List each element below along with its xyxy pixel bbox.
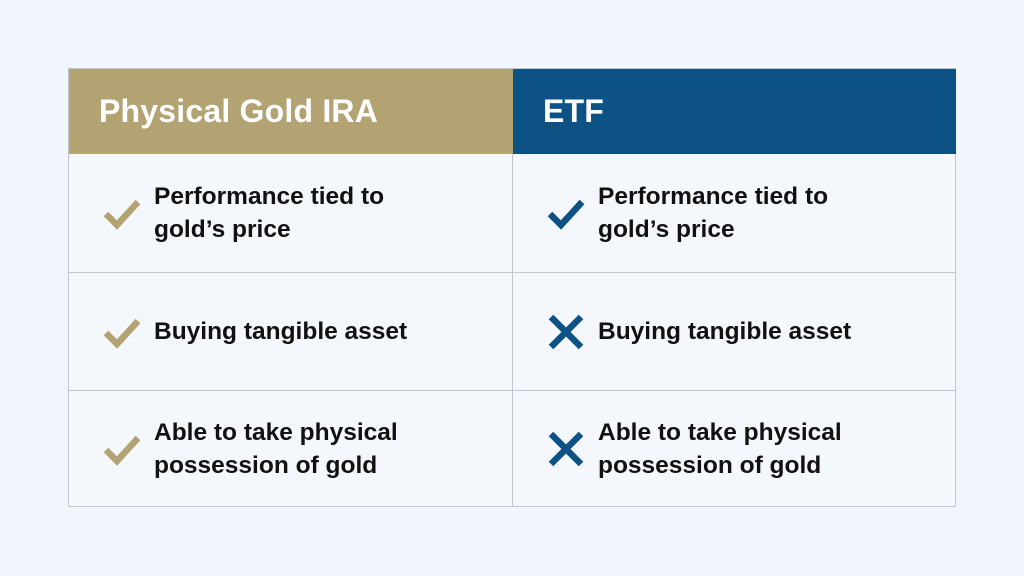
header-label: ETF <box>543 93 605 129</box>
cell-gold-possession: Able to take physical possession of gold <box>69 390 513 507</box>
cell-gold-tangible: Buying tangible asset <box>69 272 513 390</box>
check-icon <box>103 199 141 230</box>
x-icon <box>548 431 584 467</box>
cell-gold-performance: Performance tied to gold’s price <box>69 154 513 272</box>
cell-text: Buying tangible asset <box>154 318 408 345</box>
check-icon <box>103 318 141 349</box>
cell-text: Performance tied to gold’s price <box>598 183 829 243</box>
cell-text: Able to take physical possession of gold <box>598 419 842 479</box>
header-physical-gold-ira: Physical Gold IRA <box>69 69 513 154</box>
x-icon <box>548 314 584 349</box>
cell-text: Performance tied to gold’s price <box>154 183 385 243</box>
cell-text: Able to take physical possession of gold <box>154 419 398 479</box>
cell-etf-tangible: Buying tangible asset <box>513 272 956 390</box>
check-icon <box>547 199 585 230</box>
header-label: Physical Gold IRA <box>99 93 379 129</box>
cell-etf-performance: Performance tied to gold’s price <box>513 154 956 272</box>
cell-text: Buying tangible asset <box>598 318 852 345</box>
header-etf: ETF <box>513 69 956 154</box>
cell-etf-possession: Able to take physical possession of gold <box>513 390 956 507</box>
check-icon <box>103 435 141 466</box>
comparison-table: Physical Gold IRA ETF Performance tied t… <box>68 68 956 507</box>
